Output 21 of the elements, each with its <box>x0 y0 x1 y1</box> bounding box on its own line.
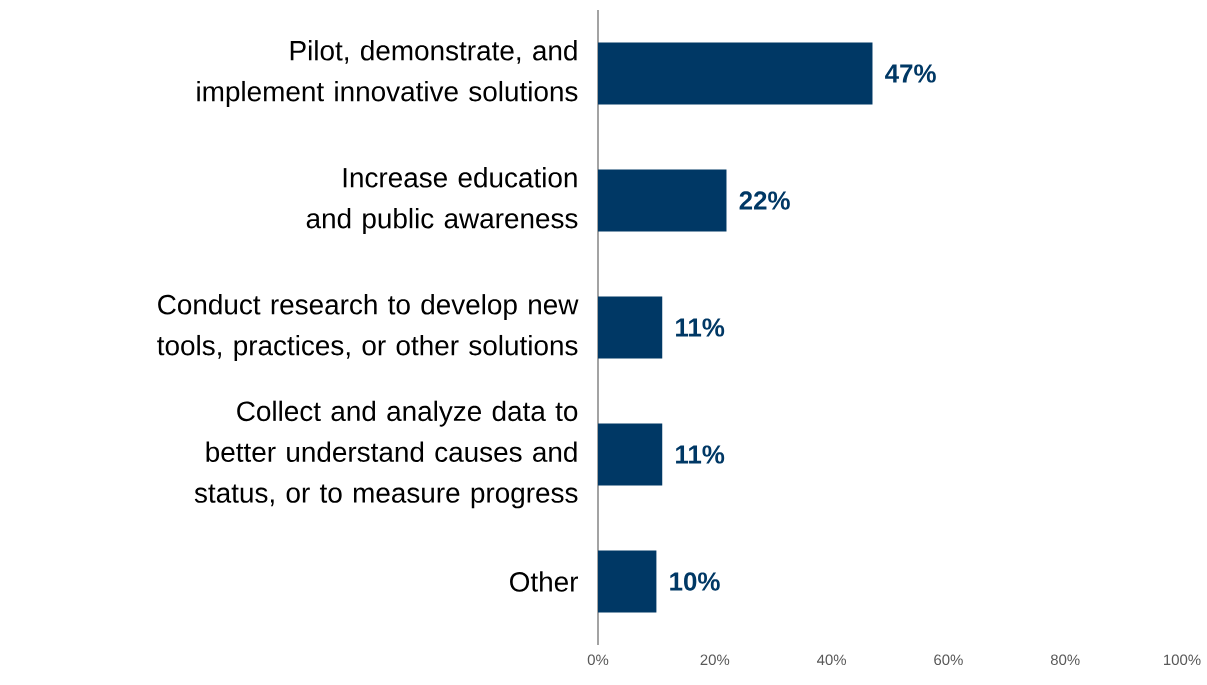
x-tick-label: 100% <box>1164 654 1201 666</box>
y-tick-label: Increase education and public awareness <box>306 167 578 234</box>
data-label: 11% <box>676 318 725 337</box>
y-tick-label: Pilot, demonstrate, and implement innovative solutions <box>197 40 578 107</box>
data-label: 10% <box>670 572 720 591</box>
data-label: 22% <box>739 191 790 210</box>
bar <box>598 42 873 105</box>
x-tick-label: 40% <box>816 654 847 666</box>
x-tick-label: 80% <box>1050 654 1080 666</box>
y-tick-label: Other <box>510 571 579 592</box>
bar <box>598 169 727 232</box>
y-tick-label: Collect and analyze data to better understand causes and status, or to measure progress <box>194 400 578 509</box>
y-tick-label: Conduct research to develop new tools, practices, or other solutions <box>157 294 579 361</box>
x-tick-label: 60% <box>934 654 963 666</box>
data-label: 11% <box>676 445 725 464</box>
bar <box>598 296 663 359</box>
data-label: 47% <box>885 64 936 83</box>
x-tick-label: 0% <box>587 654 609 666</box>
bar <box>598 423 663 486</box>
bar <box>598 550 657 613</box>
x-tick-label: 20% <box>700 654 730 666</box>
